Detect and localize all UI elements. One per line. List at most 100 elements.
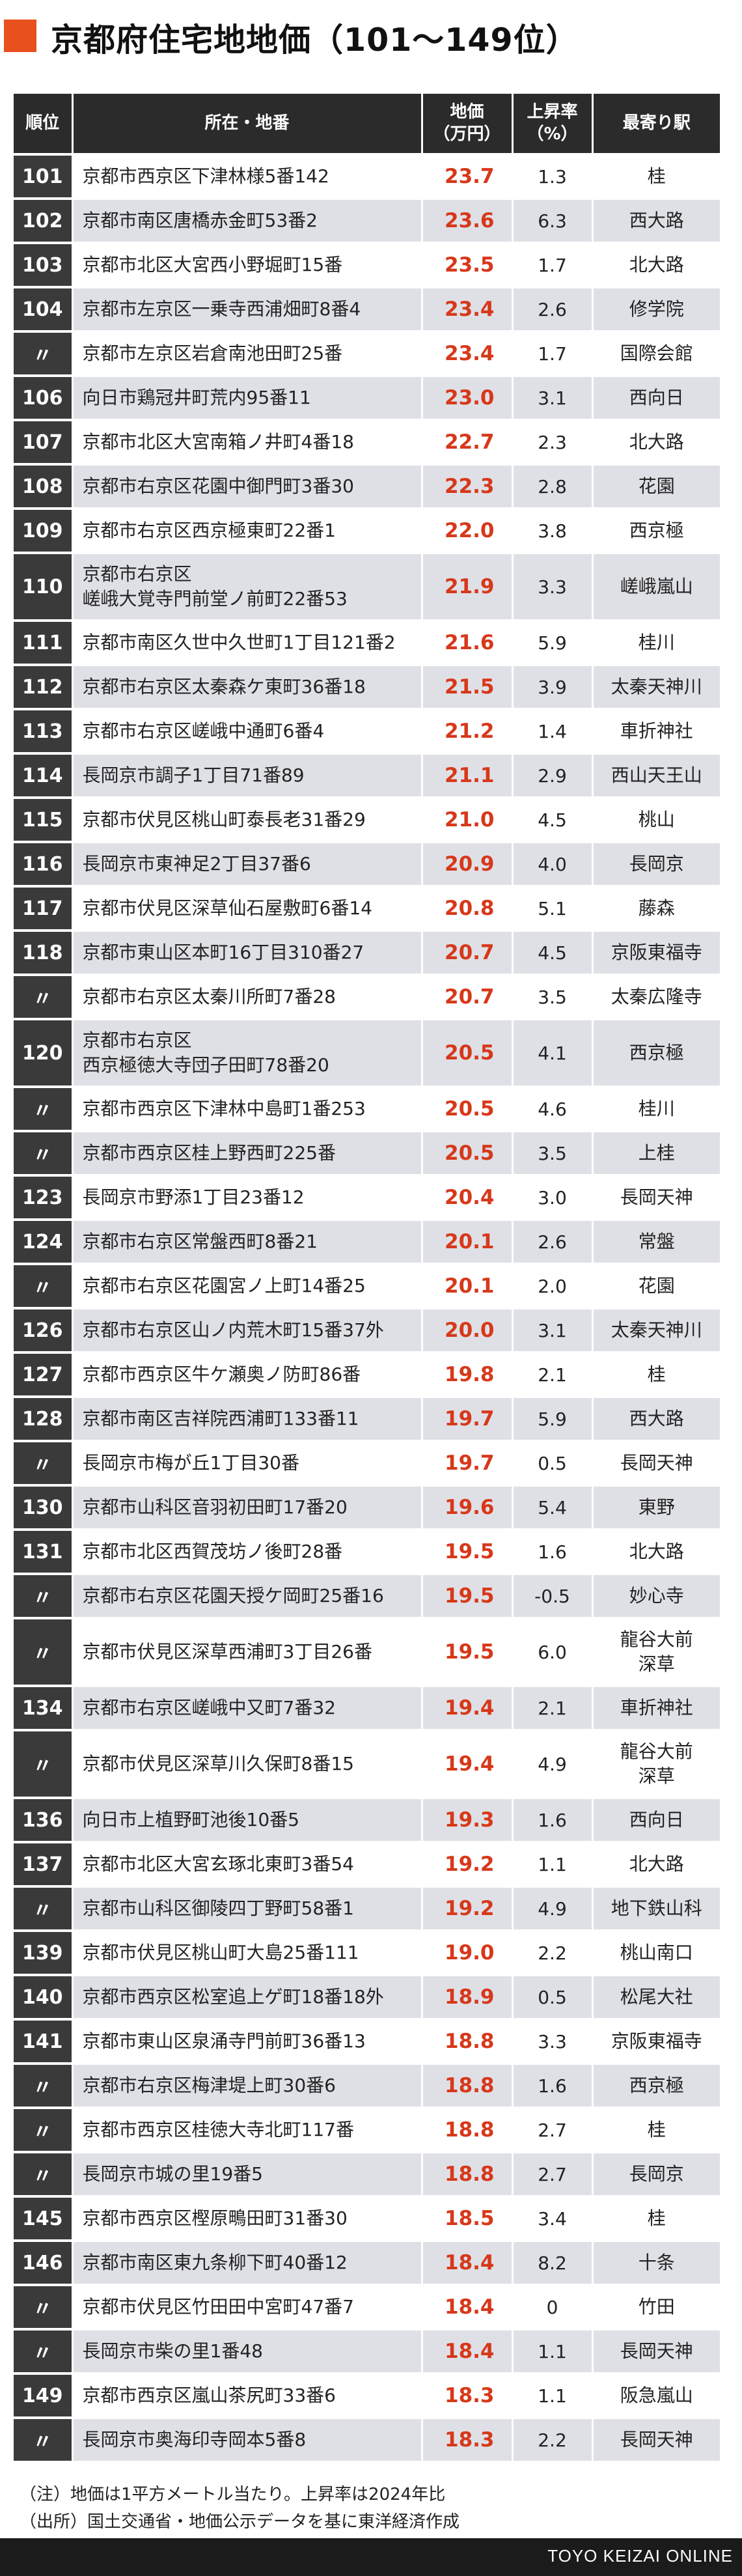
price-cell: 23.0	[420, 376, 512, 421]
table-body: 101 京都市西京区下津林様5番142 23.7 1.3 桂 102 京都市南区唐橋赤金町5…	[14, 154, 720, 2463]
title-bar: 京都府住宅地地価（101〜149位）	[0, 0, 742, 77]
table-row: 〃京都市山科区御陵四丁野町58番1 19.2 4.9 地下鉄山科	[14, 1886, 720, 1932]
price-cell: 20.7	[420, 975, 512, 1020]
table-row: 〃長岡京市柴の里1番48 18.4 1.1 長岡天神	[14, 2329, 720, 2375]
header-price-label: 地価 （万円）	[433, 102, 501, 144]
header-address-label: 所在・地番	[204, 113, 290, 133]
table-row: 〃京都市西京区桂徳大寺北町117番 18.8 2.7 桂	[14, 2108, 720, 2153]
address-cell: 京都市右京区嵯峨中通町6番4	[71, 709, 422, 755]
table-row: 111 京都市南区久世中久世町1丁目121番2 21.6 5.9 桂川	[14, 621, 720, 666]
header-rate-label: 上昇率 （%）	[527, 102, 578, 144]
price-cell: 23.4	[420, 331, 512, 377]
station-cell: 松尾大社	[591, 1975, 720, 2021]
address-cell: 京都市南区吉祥院西浦町133番11	[71, 1397, 422, 1442]
rank-cell: 〃	[14, 331, 72, 377]
table-row: 107 京都市北区大宮南箱ノ井町4番18 22.7 2.3 北大路	[14, 420, 720, 466]
rate-cell: 4.6	[511, 1087, 592, 1132]
address-cell: 京都市伏見区桃山町大島25番111	[71, 1931, 422, 1976]
table-row: 128 京都市南区吉祥院西浦町133番11 19.7 5.9 西大路	[14, 1397, 720, 1442]
address-cell: 京都市右京区太秦川所町7番28	[71, 975, 422, 1020]
rank-cell: 〃	[14, 1618, 72, 1687]
price-cell: 19.2	[420, 1886, 512, 1932]
rate-cell: 2.7	[511, 2152, 592, 2198]
rate-cell: 5.9	[511, 1397, 592, 1442]
table-row: 〃長岡京市梅が丘1丁目30番 19.7 0.5 長岡天神	[14, 1441, 720, 1487]
table-row: 108 京都市右京区花園中御門町3番30 22.3 2.8 花園	[14, 464, 720, 510]
price-cell: 18.3	[420, 2418, 512, 2463]
rank-cell: 103	[14, 243, 72, 288]
price-cell: 19.2	[420, 1842, 512, 1888]
rate-cell: 1.4	[511, 709, 592, 755]
station-cell: 西大路	[591, 199, 720, 244]
station-cell: 桂	[591, 2196, 720, 2242]
table-row: 〃京都市左京区岩倉南池田町25番 23.4 1.7 国際会館	[14, 331, 720, 377]
rank-cell: 113	[14, 709, 72, 755]
rate-cell: 1.6	[511, 1798, 592, 1843]
price-cell: 21.6	[420, 621, 512, 666]
rank-cell: 〃	[14, 2108, 72, 2153]
price-cell: 19.7	[420, 1397, 512, 1442]
address-cell: 京都市西京区松室追上ゲ町18番18外	[71, 1975, 422, 2021]
table-row: 〃京都市右京区梅津堤上町30番6 18.8 1.6 西京極	[14, 2064, 720, 2109]
price-cell: 20.5	[420, 1131, 512, 1177]
station-cell: 長岡京	[591, 2152, 720, 2198]
price-cell: 18.9	[420, 1975, 512, 2021]
station-cell: 北大路	[591, 1530, 720, 1575]
land-price-table: 順位 所在・地番 地価 （万円） 上昇率 （%） 最寄り駅 101 京都市西京区下津林…	[14, 94, 720, 2463]
rate-cell: 4.9	[511, 1886, 592, 1932]
rank-cell: 〃	[14, 1574, 72, 1619]
station-cell: 北大路	[591, 243, 720, 288]
station-cell: 龍谷大前 深草	[591, 1730, 720, 1799]
station-cell: 西向日	[591, 1798, 720, 1843]
price-cell: 18.4	[420, 2241, 512, 2286]
price-cell: 18.4	[420, 2329, 512, 2375]
station-cell: 京阪東福寺	[591, 931, 720, 976]
station-cell: 西山天王山	[591, 753, 720, 799]
rank-cell: 〃	[14, 2285, 72, 2331]
station-cell: 桂川	[591, 621, 720, 666]
price-cell: 19.8	[420, 1352, 512, 1398]
address-cell: 京都市伏見区深草仙石屋敷町6番14	[71, 886, 422, 932]
rank-cell: 141	[14, 2019, 72, 2065]
rank-cell: 〃	[14, 2329, 72, 2375]
station-cell: 桂	[591, 1352, 720, 1398]
rank-cell: 118	[14, 931, 72, 976]
rank-cell: 〃	[14, 2418, 72, 2463]
rate-cell: 2.1	[511, 1352, 592, 1398]
address-cell: 京都市伏見区深草川久保町8番15	[71, 1730, 422, 1799]
station-cell: 西京極	[591, 2064, 720, 2109]
rank-cell: 112	[14, 665, 72, 710]
rate-cell: 3.9	[511, 665, 592, 710]
address-cell: 京都市西京区桂上野西町225番	[71, 1131, 422, 1177]
rank-cell: 〃	[14, 1131, 72, 1177]
rate-cell: 5.1	[511, 886, 592, 932]
rate-cell: 5.4	[511, 1485, 592, 1531]
price-cell: 18.8	[420, 2108, 512, 2153]
rate-cell: 0.5	[511, 1441, 592, 1487]
address-cell: 長岡京市野添1丁目23番12	[71, 1175, 422, 1221]
header-address: 所在・地番	[71, 94, 422, 156]
station-cell: 龍谷大前 深草	[591, 1618, 720, 1687]
address-cell: 京都市南区唐橋赤金町53番2	[71, 199, 422, 244]
price-cell: 21.1	[420, 753, 512, 799]
address-cell: 京都市西京区嵐山茶尻町33番6	[71, 2373, 422, 2419]
station-cell: 長岡天神	[591, 1175, 720, 1221]
station-cell: 西向日	[591, 376, 720, 421]
rank-cell: 145	[14, 2196, 72, 2242]
price-cell: 23.5	[420, 243, 512, 288]
price-cell: 20.7	[420, 931, 512, 976]
station-cell: 太秦天神川	[591, 1308, 720, 1354]
price-cell: 18.8	[420, 2064, 512, 2109]
rate-cell: 3.1	[511, 376, 592, 421]
table-row: 〃京都市右京区花園宮ノ上町14番25 20.1 2.0 花園	[14, 1264, 720, 1309]
address-cell: 京都市山科区音羽初田町17番20	[71, 1485, 422, 1531]
station-cell: 東野	[591, 1485, 720, 1531]
rank-cell: 120	[14, 1019, 72, 1088]
price-cell: 19.5	[420, 1574, 512, 1619]
table-row: 117 京都市伏見区深草仙石屋敷町6番14 20.8 5.1 藤森	[14, 886, 720, 932]
header-station: 最寄り駅	[591, 94, 720, 156]
page-title: 京都府住宅地地価（101〜149位）	[51, 21, 579, 59]
rank-cell: 〃	[14, 1886, 72, 1932]
rank-cell: 104	[14, 287, 72, 333]
address-cell: 京都市北区大宮玄琢北東町3番54	[71, 1842, 422, 1888]
